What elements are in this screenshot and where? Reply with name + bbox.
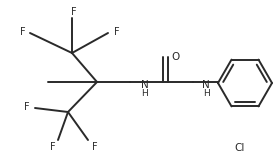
Text: N: N xyxy=(202,80,210,90)
Text: Cl: Cl xyxy=(235,143,245,153)
Text: F: F xyxy=(24,102,30,112)
Text: H: H xyxy=(142,88,148,98)
Text: F: F xyxy=(71,7,77,17)
Text: F: F xyxy=(114,27,120,37)
Text: N: N xyxy=(141,80,149,90)
Text: F: F xyxy=(50,142,56,152)
Text: F: F xyxy=(20,27,26,37)
Text: H: H xyxy=(203,88,209,98)
Text: O: O xyxy=(171,52,179,62)
Text: F: F xyxy=(92,142,98,152)
